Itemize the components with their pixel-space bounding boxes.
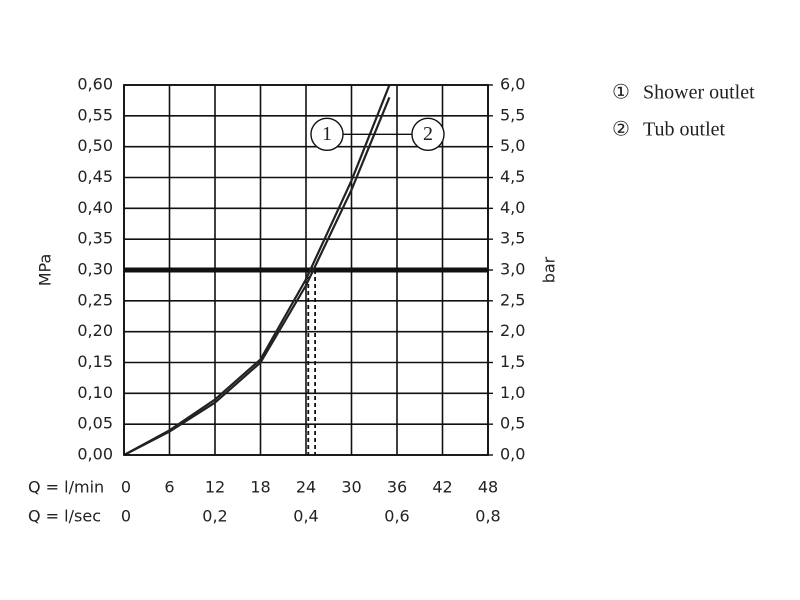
y2-tick-label: 5,0 — [500, 136, 525, 155]
legend-label: Shower outlet — [643, 82, 755, 104]
y2-tick-label: 5,5 — [500, 105, 525, 124]
y2-tick-label: 6,0 — [500, 75, 525, 94]
y2-tick-label: 0,0 — [500, 445, 525, 464]
y-tick-label: 0,55 — [77, 105, 113, 124]
x-tick-label: 30 — [341, 478, 361, 497]
y-tick-label: 0,40 — [77, 198, 113, 217]
y-tick-label: 0,60 — [77, 75, 113, 94]
legend-symbol: ① — [612, 82, 630, 104]
x2-tick-label: 0,4 — [293, 507, 318, 526]
x2-tick-label: 0,8 — [475, 507, 500, 526]
y2-tick-label: 1,0 — [500, 383, 525, 402]
x-tick-label: 24 — [296, 478, 316, 497]
y2-tick-label: 2,0 — [500, 321, 525, 340]
y-tick-label: 0,45 — [77, 167, 113, 186]
y-tick-label: 0,00 — [77, 445, 113, 464]
x-tick-label: 18 — [250, 478, 270, 497]
x2-tick-label: 0,6 — [384, 507, 409, 526]
x-tick-label: 0 — [121, 478, 131, 497]
y-axis-label: MPa — [36, 254, 55, 287]
y2-tick-label: 3,0 — [500, 260, 525, 279]
x-axis-label: Q = l/min — [28, 478, 104, 497]
y-tick-label: 0,25 — [77, 290, 113, 309]
legend-label: Tub outlet — [643, 119, 726, 141]
y2-tick-label: 3,5 — [500, 229, 525, 248]
x-tick-label: 48 — [478, 478, 498, 497]
callout-circle — [411, 117, 445, 152]
y2-tick-label: 1,5 — [500, 352, 525, 371]
callout-circle — [310, 117, 344, 152]
y-tick-label: 0,20 — [77, 321, 113, 340]
x2-tick-label: 0,2 — [202, 507, 227, 526]
x-tick-label: 36 — [387, 478, 407, 497]
callout-label: 2 — [423, 123, 433, 145]
x2-axis-label: Q = l/sec — [28, 507, 101, 526]
y-tick-label: 0,05 — [77, 414, 113, 433]
y-tick-label: 0,10 — [77, 383, 113, 402]
legend-symbol: ② — [612, 119, 630, 141]
y-tick-label: 0,15 — [77, 352, 113, 371]
x-tick-label: 6 — [164, 478, 174, 497]
y2-tick-label: 2,5 — [500, 290, 525, 309]
y2-axis-label: bar — [540, 256, 559, 283]
x-tick-label: 12 — [205, 478, 225, 497]
y2-tick-label: 0,5 — [500, 414, 525, 433]
y-tick-label: 0,35 — [77, 229, 113, 248]
y2-tick-label: 4,5 — [500, 167, 525, 186]
series-line — [123, 96, 391, 456]
y-tick-label: 0,30 — [77, 260, 113, 279]
y-tick-label: 0,50 — [77, 136, 113, 155]
x2-tick-label: 0 — [121, 507, 131, 526]
plot-frame — [123, 84, 489, 456]
y2-tick-label: 4,0 — [500, 198, 525, 217]
callout-label: 1 — [322, 123, 332, 145]
x-tick-label: 42 — [432, 478, 452, 497]
